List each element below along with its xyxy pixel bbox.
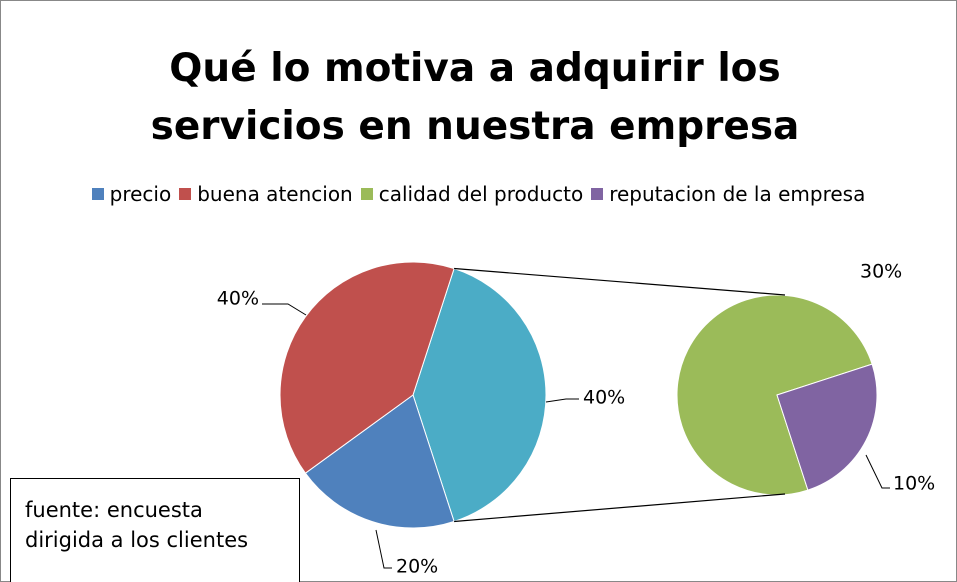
pie-slice — [776, 363, 878, 491]
leader-line — [375, 529, 392, 569]
data-label: 10% — [893, 473, 935, 495]
annotation: fuente: encuesta dirigida a los clientes — [10, 478, 300, 582]
legend-item: reputacion de la empresa — [591, 182, 865, 206]
data-label: 20% — [396, 556, 438, 578]
legend-label: reputacion de la empresa — [609, 182, 866, 206]
pie-slice — [412, 267, 547, 523]
annotation-line: fuente: encuesta — [25, 498, 203, 522]
legend-item: calidad del producto — [360, 182, 584, 206]
legend-swatch — [591, 188, 604, 200]
legend-label: buena atencion — [197, 182, 353, 206]
legend: precio buena atencion calidad del producto… — [0, 182, 957, 206]
legend-label: precio — [109, 182, 172, 206]
leader-line — [865, 454, 890, 489]
connector — [454, 493, 786, 523]
data-label: 40% — [217, 288, 259, 310]
chart-title: Qué lo motiva a adquirir los servicios e… — [150, 46, 800, 149]
legend-item: precio — [91, 182, 172, 206]
legend-item: buena atencion — [179, 182, 353, 206]
pie-slice — [304, 394, 455, 529]
annotation-line: dirigida a los clientes — [25, 528, 249, 552]
legend-swatch — [360, 188, 373, 200]
data-label: 30% — [860, 261, 902, 283]
legend-swatch — [91, 188, 104, 200]
data-label: 40% — [583, 387, 625, 409]
pie-slice — [676, 294, 873, 496]
leader-line — [262, 303, 307, 316]
leader-line — [545, 398, 579, 403]
connector — [454, 267, 786, 296]
legend-label: calidad del producto — [378, 182, 584, 206]
pie-slice — [279, 261, 455, 474]
legend-swatch — [179, 188, 192, 200]
